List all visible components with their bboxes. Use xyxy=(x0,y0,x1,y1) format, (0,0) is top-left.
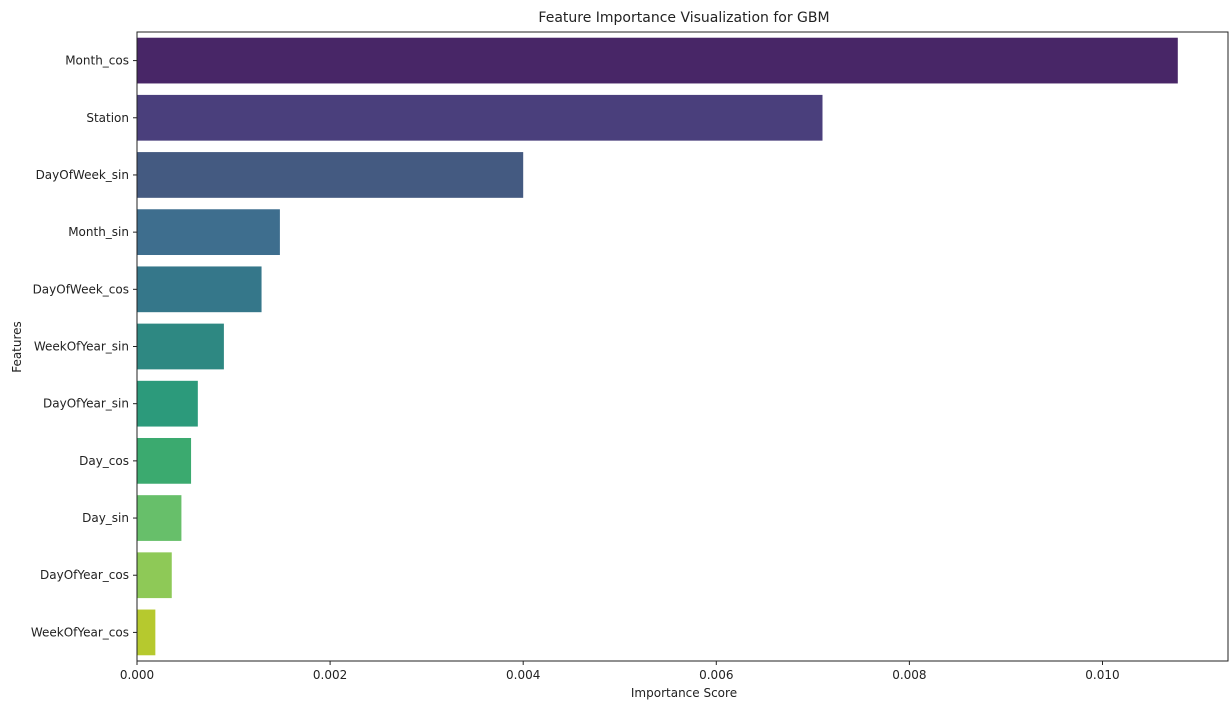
bars-layer xyxy=(137,37,1178,656)
bar-Station xyxy=(137,94,823,141)
y-tick-label: DayOfWeek_sin xyxy=(36,168,129,182)
y-tick-label: WeekOfYear_sin xyxy=(34,340,129,354)
bar-Month_sin xyxy=(137,209,280,256)
y-tick-label: DayOfYear_cos xyxy=(40,568,129,582)
bar-DayOfYear_cos xyxy=(137,552,172,599)
y-tick-label: DayOfWeek_cos xyxy=(33,282,129,296)
x-tick-label: 0.000 xyxy=(120,668,154,682)
y-axis-title: Features xyxy=(10,321,24,373)
x-tick-label: 0.008 xyxy=(892,668,926,682)
y-tick-label: Day_cos xyxy=(79,454,129,468)
y-tick-label: Station xyxy=(86,111,129,125)
bar-Month_cos xyxy=(137,37,1178,84)
y-tick-label: Month_cos xyxy=(65,54,129,68)
bar-DayOfWeek_cos xyxy=(137,266,262,313)
y-axis-ticks: Month_cos Station DayOfWeek_sin Month_sin Da… xyxy=(31,54,137,639)
bar-WeekOfYear_sin xyxy=(137,323,224,370)
y-tick-label: DayOfYear_sin xyxy=(43,397,129,411)
bar-WeekOfYear_cos xyxy=(137,609,156,656)
bar-Day_cos xyxy=(137,437,192,484)
y-tick-label: Month_sin xyxy=(68,225,129,239)
x-tick-label: 0.002 xyxy=(313,668,347,682)
axes-frame xyxy=(136,31,1229,662)
bar-DayOfYear_sin xyxy=(137,380,198,427)
chart-title: Feature Importance Visualization for GBM xyxy=(538,10,829,26)
x-tick-label: 0.004 xyxy=(506,668,540,682)
x-axis-ticks: 0.000 0.002 0.004 0.006 0.008 0.010 xyxy=(120,661,1120,682)
y-tick-label: Day_sin xyxy=(82,511,129,525)
x-tick-label: 0.010 xyxy=(1085,668,1119,682)
x-tick-label: 0.006 xyxy=(699,668,733,682)
bar-Day_sin xyxy=(137,495,182,541)
bar-DayOfWeek_sin xyxy=(137,152,524,198)
x-axis-title: Importance Score xyxy=(631,686,737,700)
plot-frame xyxy=(136,31,1229,662)
y-tick-label: WeekOfYear_cos xyxy=(31,625,129,639)
